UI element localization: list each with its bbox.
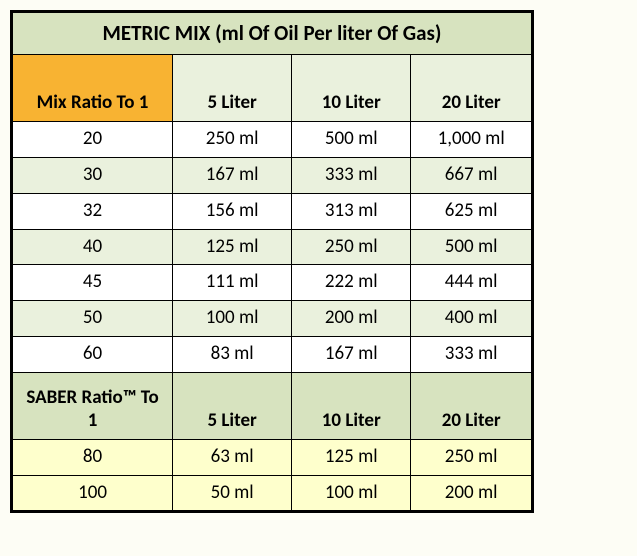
mix-ratio-header: Mix Ratio To 1 <box>13 55 173 122</box>
table-row: 8063 ml125 ml250 ml <box>13 439 532 475</box>
table-row: 32156 ml313 ml625 ml <box>13 193 532 229</box>
value-cell: 100 ml <box>292 475 411 511</box>
value-cell: 83 ml <box>173 336 292 372</box>
section2-body: 8063 ml125 ml250 ml10050 ml100 ml200 ml <box>13 439 532 511</box>
value-cell: 222 ml <box>292 265 411 301</box>
section1-body: 20250 ml500 ml1,000 ml30167 ml333 ml667 … <box>13 122 532 373</box>
ratio-cell: 100 <box>13 475 173 511</box>
title-row: METRIC MIX (ml Of Oil Per liter Of Gas) <box>13 13 532 55</box>
ratio-cell: 80 <box>13 439 173 475</box>
value-cell: 167 ml <box>173 157 292 193</box>
ratio-cell: 45 <box>13 265 173 301</box>
value-cell: 625 ml <box>411 193 532 229</box>
col-5l-header: 5 Liter <box>173 55 292 122</box>
value-cell: 313 ml <box>292 193 411 229</box>
section2-header-row: SABER Ratio™ To 1 5 Liter 10 Liter 20 Li… <box>13 372 532 439</box>
col2-10l-header: 10 Liter <box>292 372 411 439</box>
value-cell: 333 ml <box>411 336 532 372</box>
value-cell: 200 ml <box>411 475 532 511</box>
value-cell: 333 ml <box>292 157 411 193</box>
ratio-cell: 32 <box>13 193 173 229</box>
value-cell: 63 ml <box>173 439 292 475</box>
ratio-cell: 50 <box>13 301 173 337</box>
value-cell: 667 ml <box>411 157 532 193</box>
ratio-cell: 20 <box>13 122 173 158</box>
value-cell: 1,000 ml <box>411 122 532 158</box>
value-cell: 250 ml <box>411 439 532 475</box>
col2-5l-header: 5 Liter <box>173 372 292 439</box>
table-row: 30167 ml333 ml667 ml <box>13 157 532 193</box>
table-row: 45111 ml222 ml444 ml <box>13 265 532 301</box>
value-cell: 250 ml <box>292 229 411 265</box>
metric-mix-table: METRIC MIX (ml Of Oil Per liter Of Gas) … <box>10 10 534 513</box>
value-cell: 100 ml <box>173 301 292 337</box>
value-cell: 125 ml <box>173 229 292 265</box>
value-cell: 500 ml <box>411 229 532 265</box>
table-row: 6083 ml167 ml333 ml <box>13 336 532 372</box>
value-cell: 50 ml <box>173 475 292 511</box>
value-cell: 125 ml <box>292 439 411 475</box>
ratio-cell: 30 <box>13 157 173 193</box>
col-20l-header: 20 Liter <box>411 55 532 122</box>
value-cell: 200 ml <box>292 301 411 337</box>
table-title: METRIC MIX (ml Of Oil Per liter Of Gas) <box>13 13 532 55</box>
col2-20l-header: 20 Liter <box>411 372 532 439</box>
saber-ratio-header: SABER Ratio™ To 1 <box>13 372 173 439</box>
value-cell: 250 ml <box>173 122 292 158</box>
col-10l-header: 10 Liter <box>292 55 411 122</box>
ratio-cell: 60 <box>13 336 173 372</box>
value-cell: 167 ml <box>292 336 411 372</box>
value-cell: 400 ml <box>411 301 532 337</box>
value-cell: 444 ml <box>411 265 532 301</box>
value-cell: 500 ml <box>292 122 411 158</box>
value-cell: 111 ml <box>173 265 292 301</box>
table-row: 20250 ml500 ml1,000 ml <box>13 122 532 158</box>
table-row: 50100 ml200 ml400 ml <box>13 301 532 337</box>
table-row: 40125 ml250 ml500 ml <box>13 229 532 265</box>
table-row: 10050 ml100 ml200 ml <box>13 475 532 511</box>
value-cell: 156 ml <box>173 193 292 229</box>
section1-header-row: Mix Ratio To 1 5 Liter 10 Liter 20 Liter <box>13 55 532 122</box>
ratio-cell: 40 <box>13 229 173 265</box>
